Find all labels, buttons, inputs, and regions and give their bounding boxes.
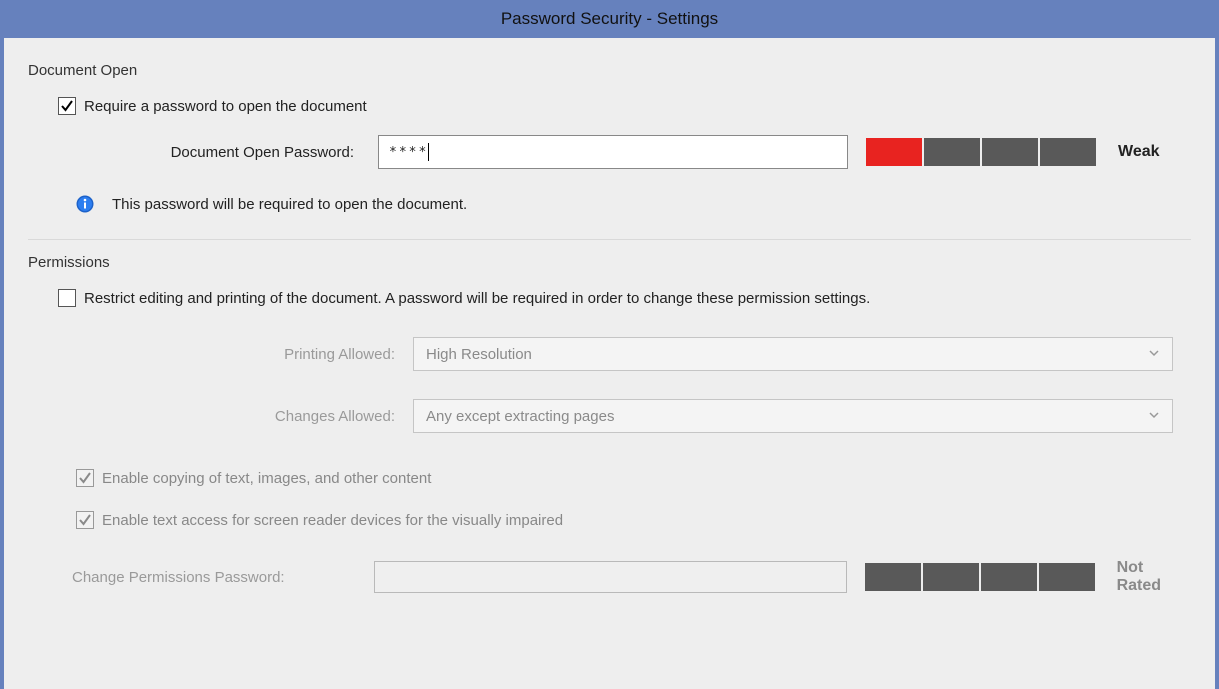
perm-password-input[interactable] bbox=[374, 561, 847, 593]
open-password-info-text: This password will be required to open t… bbox=[112, 196, 467, 213]
changes-allowed-label: Changes Allowed: bbox=[68, 408, 413, 425]
strength-segment bbox=[865, 563, 921, 591]
enable-access-row: Enable text access for screen reader dev… bbox=[76, 511, 1191, 529]
require-password-row: Require a password to open the document bbox=[58, 97, 1191, 115]
strength-segment bbox=[1039, 563, 1095, 591]
restrict-row: Restrict editing and printing of the doc… bbox=[58, 289, 1191, 307]
strength-segment bbox=[924, 138, 980, 166]
document-open-section: Document Open Require a password to open… bbox=[28, 48, 1191, 240]
strength-segment bbox=[982, 138, 1038, 166]
strength-segment bbox=[866, 138, 922, 166]
changes-allowed-value: Any except extracting pages bbox=[426, 408, 614, 425]
perm-password-label: Change Permissions Password: bbox=[68, 569, 374, 586]
printing-allowed-select[interactable]: High Resolution bbox=[413, 337, 1173, 371]
enable-copy-checkbox[interactable] bbox=[76, 469, 94, 487]
dialog-window: Password Security - Settings Document Op… bbox=[0, 0, 1219, 689]
titlebar: Password Security - Settings bbox=[4, 0, 1215, 38]
enable-copy-label: Enable copying of text, images, and othe… bbox=[102, 470, 431, 487]
perm-password-strength-bar bbox=[865, 563, 1095, 591]
require-password-label: Require a password to open the document bbox=[84, 98, 367, 115]
strength-segment bbox=[981, 563, 1037, 591]
open-password-strength-bar bbox=[866, 138, 1096, 166]
enable-access-checkbox[interactable] bbox=[76, 511, 94, 529]
enable-access-label: Enable text access for screen reader dev… bbox=[102, 512, 563, 529]
checkmark-icon bbox=[78, 471, 92, 485]
strength-segment bbox=[1040, 138, 1096, 166]
open-password-value: **** bbox=[389, 145, 428, 160]
strength-segment bbox=[923, 563, 979, 591]
printing-allowed-value: High Resolution bbox=[426, 346, 532, 363]
chevron-down-icon bbox=[1148, 346, 1160, 363]
checkmark-icon bbox=[60, 99, 74, 113]
open-password-row: Document Open Password: **** Weak bbox=[68, 135, 1191, 169]
text-caret bbox=[428, 143, 429, 161]
open-password-label: Document Open Password: bbox=[68, 144, 378, 161]
chevron-down-icon bbox=[1148, 408, 1160, 425]
restrict-checkbox[interactable] bbox=[58, 289, 76, 307]
printing-allowed-row: Printing Allowed: High Resolution bbox=[68, 337, 1191, 371]
perm-password-strength-label: Not Rated bbox=[1117, 559, 1191, 595]
restrict-label: Restrict editing and printing of the doc… bbox=[84, 290, 870, 307]
enable-copy-row: Enable copying of text, images, and othe… bbox=[76, 469, 1191, 487]
open-password-strength-label: Weak bbox=[1118, 143, 1160, 161]
permissions-section: Permissions Restrict editing and printin… bbox=[28, 240, 1191, 621]
checkmark-icon bbox=[78, 513, 92, 527]
permissions-title: Permissions bbox=[28, 254, 1191, 271]
perm-password-row: Change Permissions Password: Not Rated bbox=[68, 559, 1191, 595]
changes-allowed-select[interactable]: Any except extracting pages bbox=[413, 399, 1173, 433]
dialog-content: Document Open Require a password to open… bbox=[4, 38, 1215, 621]
window-title: Password Security - Settings bbox=[501, 9, 718, 29]
open-password-info-row: This password will be required to open t… bbox=[76, 195, 1191, 213]
changes-allowed-row: Changes Allowed: Any except extracting p… bbox=[68, 399, 1191, 433]
open-password-input[interactable]: **** bbox=[378, 135, 848, 169]
printing-allowed-label: Printing Allowed: bbox=[68, 346, 413, 363]
document-open-title: Document Open bbox=[28, 62, 1191, 79]
require-password-checkbox[interactable] bbox=[58, 97, 76, 115]
info-icon bbox=[76, 195, 94, 213]
